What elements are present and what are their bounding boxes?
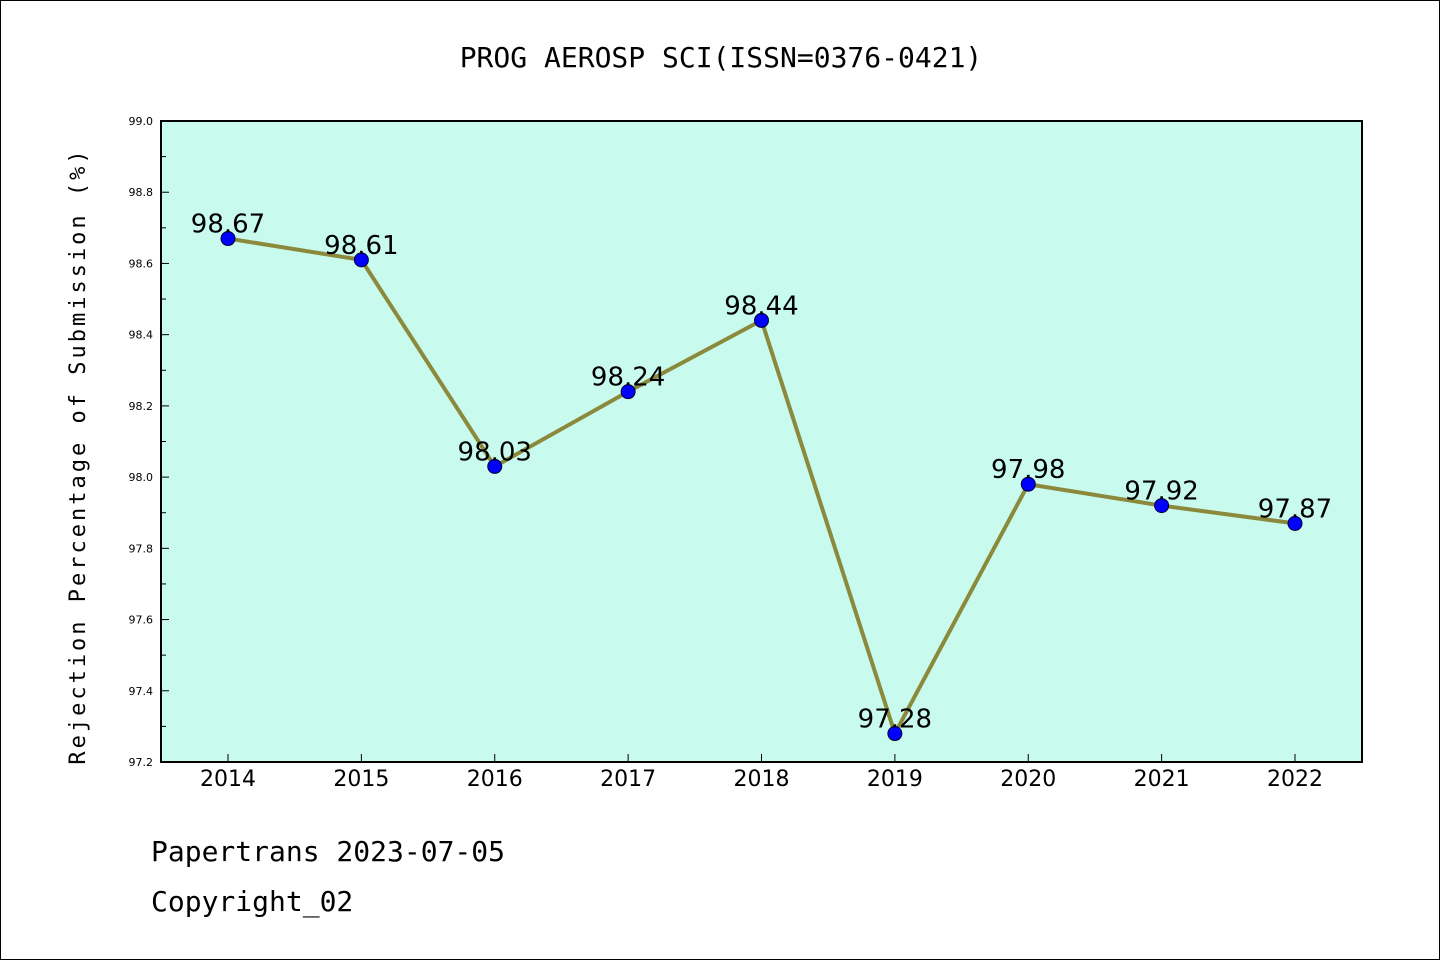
- footer-date: Papertrans 2023-07-05: [151, 835, 506, 868]
- data-point: [1287, 515, 1303, 531]
- data-point: [754, 312, 769, 328]
- y-tick-label: 98.8: [129, 186, 154, 199]
- data-label: 98.61: [324, 231, 398, 261]
- data-label: 98.44: [724, 291, 798, 321]
- data-label: 97.28: [858, 705, 932, 735]
- x-tick-label: 2015: [333, 767, 389, 792]
- x-tick-label: 2021: [1134, 767, 1190, 792]
- data-labels: 98.67 98.61 98.03 98.24 98.44 97.28 97.98 97.92…: [191, 210, 1332, 735]
- data-label: 97.92: [1124, 477, 1198, 507]
- data-label: 98.24: [591, 363, 665, 393]
- x-axis-ticks: 2014 2015 2016 2017 2018 2019 2020 2021 2022: [200, 754, 1323, 792]
- x-tick-label: 2022: [1267, 767, 1323, 792]
- data-point: [887, 726, 903, 742]
- x-tick-label: 2014: [200, 767, 256, 792]
- y-tick-label: 98.6: [129, 257, 154, 270]
- y-tick-label: 98.4: [129, 329, 154, 342]
- data-point: [220, 231, 236, 247]
- data-label: 97.98: [991, 455, 1065, 485]
- data-point: [1020, 476, 1036, 492]
- y-tick-label: 97.4: [129, 685, 154, 698]
- y-tick-label: 99.0: [129, 115, 154, 128]
- x-tick-label: 2020: [1000, 767, 1056, 792]
- y-axis-label: Rejection Percentage of Submission (%): [66, 147, 91, 764]
- data-label: 97.87: [1258, 494, 1332, 524]
- x-tick-label: 2019: [867, 767, 923, 792]
- data-point: [353, 252, 369, 268]
- chart-title: PROG AEROSP SCI(ISSN=0376-0421): [460, 41, 983, 74]
- data-point: [1154, 498, 1170, 514]
- y-tick-label: 97.2: [129, 756, 154, 769]
- data-markers: [220, 231, 1303, 742]
- y-axis-ticks: 97.2 97.4 97.6 97.8 98.0 98.2 98.4 98.6 98.8 99.0: [129, 115, 169, 769]
- data-point: [487, 458, 503, 474]
- plot-area: [160, 120, 1363, 763]
- data-label: 98.67: [191, 210, 265, 240]
- data-label: 98.03: [458, 437, 532, 467]
- x-tick-label: 2017: [600, 767, 656, 792]
- x-tick-label: 2016: [467, 767, 523, 792]
- x-tick-label: 2018: [734, 767, 790, 792]
- data-point: [620, 384, 636, 400]
- y-tick-label: 98.2: [129, 400, 154, 413]
- y-tick-label: 97.8: [129, 542, 154, 555]
- footer-copyright: Copyright_02: [151, 885, 354, 918]
- y-tick-label: 97.6: [129, 614, 154, 627]
- y-tick-label: 98.0: [129, 471, 154, 484]
